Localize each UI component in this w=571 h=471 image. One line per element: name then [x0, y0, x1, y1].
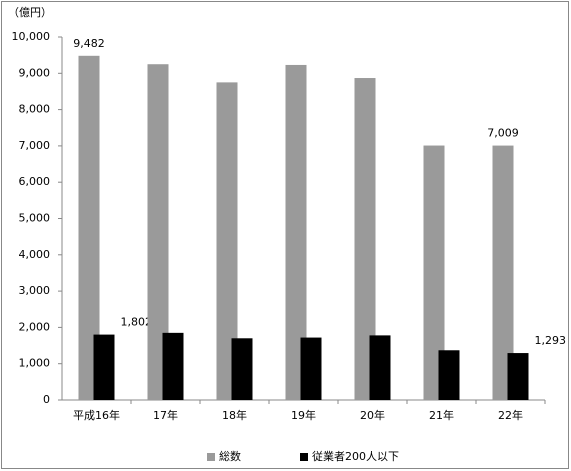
- bar: [507, 353, 529, 400]
- x-tick-label: 平成16年: [73, 408, 120, 422]
- y-tick-label: 8,000: [19, 103, 51, 116]
- legend-swatch: [207, 453, 215, 461]
- x-tick-label: 19年: [291, 408, 316, 422]
- y-tick-label: 6,000: [19, 175, 51, 188]
- bar: [354, 78, 376, 401]
- y-tick-label: 1,000: [19, 357, 51, 370]
- bar: [93, 334, 115, 400]
- bar: [423, 145, 445, 400]
- y-tick-label: 5,000: [19, 212, 51, 225]
- bar: [231, 338, 253, 400]
- bar: [147, 64, 169, 400]
- unit-label: （億円）: [8, 6, 52, 19]
- bar: [300, 337, 322, 400]
- x-tick-label: 22年: [498, 408, 523, 422]
- legend-label: 総数: [219, 449, 241, 463]
- bar: [78, 55, 100, 400]
- legend-swatch: [300, 453, 308, 461]
- bar: [162, 332, 184, 400]
- y-tick-label: 0: [43, 393, 50, 406]
- bar: [369, 335, 391, 400]
- data-label: 1,802: [121, 316, 153, 329]
- bar: [285, 64, 307, 401]
- x-tick-label: 20年: [360, 408, 385, 422]
- legend-label: 従業者200人以下: [312, 450, 399, 463]
- y-tick-label: 10,000: [12, 30, 51, 43]
- data-label: 7,009: [487, 127, 519, 140]
- bar: [492, 145, 514, 400]
- y-tick-label: 3,000: [19, 284, 51, 297]
- y-tick-label: 7,000: [19, 139, 51, 152]
- bar: [216, 82, 238, 400]
- y-tick-label: 9,000: [19, 66, 51, 79]
- data-label: 9,482: [73, 37, 105, 50]
- y-tick-label: 4,000: [19, 248, 51, 261]
- x-tick-label: 21年: [429, 408, 454, 422]
- x-tick-label: 17年: [153, 408, 178, 422]
- y-tick-label: 2,000: [19, 320, 51, 333]
- data-label: 1,293: [535, 334, 567, 347]
- bar: [438, 350, 460, 400]
- x-tick-label: 18年: [222, 408, 247, 422]
